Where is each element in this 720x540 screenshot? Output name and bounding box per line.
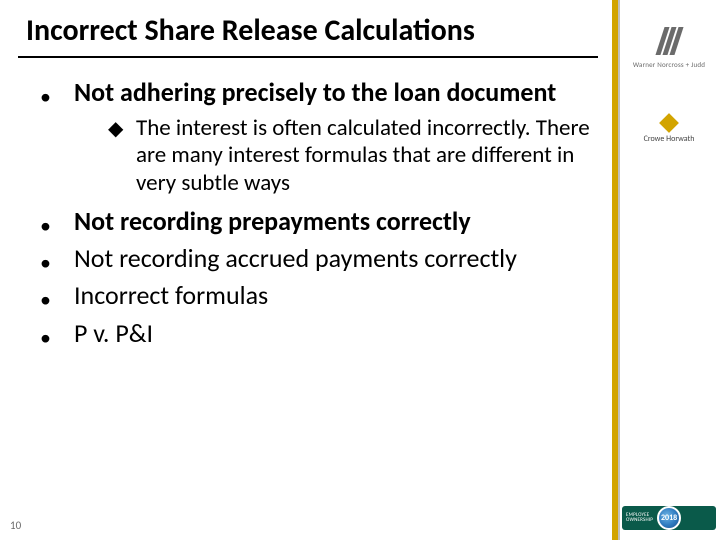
page-number: 10	[10, 519, 21, 532]
bullet-item: • Not recording accrued payments correct…	[40, 244, 595, 275]
bullet-diamond-icon: ◆	[108, 115, 136, 141]
bullet-dot-icon: •	[40, 319, 74, 350]
bullet-text: Not recording accrued payments correctly	[74, 244, 517, 274]
bullet-item: • P v. P&I	[40, 319, 595, 350]
slide: Incorrect Share Release Calculations • N…	[0, 0, 720, 540]
bullet-text: P v. P&I	[74, 319, 153, 349]
wnj-logo-text: Warner Norcross + Judd	[633, 60, 705, 69]
sub-bullet-text: The interest is often calculated incorre…	[136, 115, 595, 196]
sponsor-logo-crowe: Crowe Horwath	[622, 116, 716, 144]
slide-title: Incorrect Share Release Calculations	[26, 12, 475, 49]
bullet-dot-icon: •	[40, 78, 74, 109]
content-area: • Not adhering precisely to the loan doc…	[40, 78, 595, 356]
bullet-item: • Not adhering precisely to the loan doc…	[40, 78, 595, 109]
title-underline	[18, 56, 598, 58]
crowe-logo-text: Crowe Horwath	[644, 134, 695, 144]
bullet-dot-icon: •	[40, 244, 74, 275]
sidebar: Warner Norcross + Judd Crowe Horwath EMP…	[612, 0, 720, 540]
sub-bullet-item: ◆ The interest is often calculated incor…	[108, 115, 595, 196]
bullet-dot-icon: •	[40, 281, 74, 312]
sidebar-border	[618, 0, 620, 540]
conference-label: EMPLOYEE OWNERSHIP	[626, 513, 653, 524]
bullet-text: Incorrect formulas	[74, 281, 268, 311]
conference-badge: EMPLOYEE OWNERSHIP 2018	[622, 506, 716, 530]
bullet-item: • Not recording prepayments correctly	[40, 207, 595, 238]
bullet-item: • Incorrect formulas	[40, 281, 595, 312]
bullet-text: Not recording prepayments correctly	[74, 207, 471, 237]
sponsor-logo-wnj: Warner Norcross + Judd	[622, 26, 716, 69]
bullet-dot-icon: •	[40, 207, 74, 238]
conference-year-badge: 2018	[657, 506, 681, 530]
crowe-mark-icon	[659, 113, 679, 133]
bullet-text: Not adhering precisely to the loan docum…	[74, 78, 556, 108]
wnj-mark-icon	[649, 26, 689, 56]
